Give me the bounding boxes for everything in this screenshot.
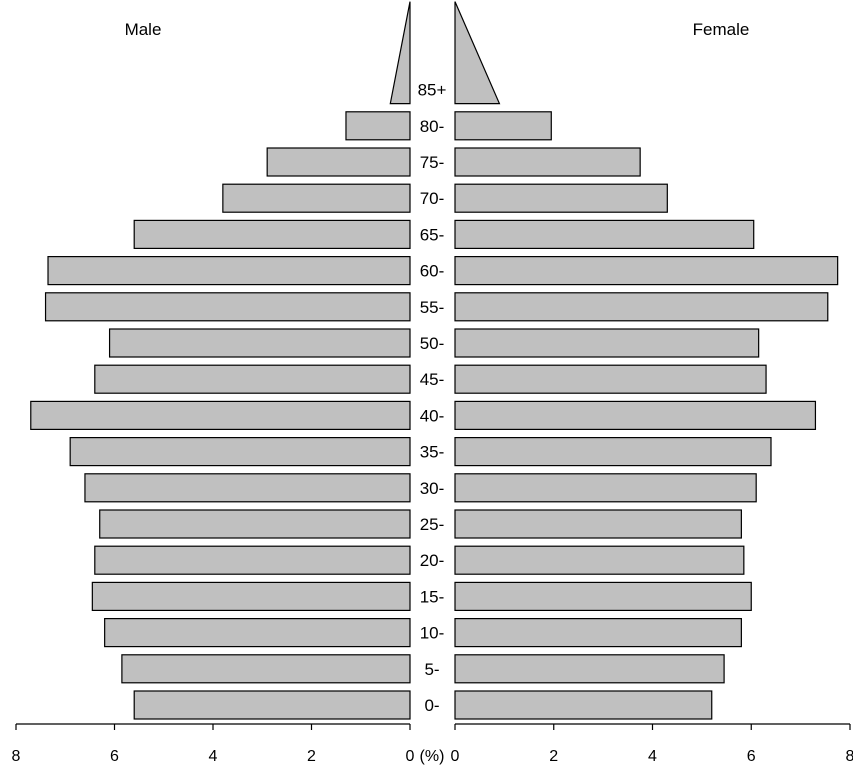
bar-male-50- xyxy=(108,328,411,358)
bar-male-30- xyxy=(84,473,411,503)
bar-male-70- xyxy=(222,183,411,213)
tick-label-female-4: 4 xyxy=(648,748,657,765)
x-axis-unit-label: (%) xyxy=(420,748,445,765)
bar-female-85+ xyxy=(454,1,501,105)
tick-label-female-0: 0 xyxy=(451,748,460,765)
female-x-axis: 0 2 4 6 8 xyxy=(451,723,853,765)
bar-male-0- xyxy=(133,690,411,720)
tick-label-female-8: 8 xyxy=(846,748,853,765)
bar-male-5- xyxy=(121,654,411,684)
age-label-70-: 70- xyxy=(420,189,445,208)
age-label-15-: 15- xyxy=(420,587,445,606)
age-label-45-: 45- xyxy=(420,370,445,389)
bar-male-65- xyxy=(133,219,411,249)
age-label-50-: 50- xyxy=(420,334,445,353)
bar-female-45- xyxy=(454,364,767,394)
bar-male-40- xyxy=(30,400,411,430)
bar-male-85+ xyxy=(389,1,411,105)
age-label-55-: 55- xyxy=(420,298,445,317)
age-label-20-: 20- xyxy=(420,551,445,570)
bar-male-25- xyxy=(99,509,411,539)
tick-label-male-4: 4 xyxy=(209,748,218,765)
bar-male-35- xyxy=(69,437,411,467)
female-bars xyxy=(454,1,839,720)
bar-female-75- xyxy=(454,147,641,177)
bar-female-35- xyxy=(454,437,772,467)
age-label-75-: 75- xyxy=(420,153,445,172)
bar-male-55- xyxy=(44,292,411,322)
bar-male-60- xyxy=(47,256,411,286)
age-label-85+: 85+ xyxy=(418,81,447,100)
bar-male-20- xyxy=(94,545,411,575)
age-label-60-: 60- xyxy=(420,262,445,281)
tick-label-male-0: 0 xyxy=(406,748,415,765)
bar-female-0- xyxy=(454,690,713,720)
bar-female-30- xyxy=(454,473,757,503)
age-label-30-: 30- xyxy=(420,479,445,498)
tick-label-female-6: 6 xyxy=(747,748,756,765)
bar-female-25- xyxy=(454,509,742,539)
bar-female-10- xyxy=(454,617,742,648)
bar-female-70- xyxy=(454,183,668,213)
tick-label-male-8: 8 xyxy=(12,748,21,765)
age-group-labels: 0- 5- 10- 15- 20- 25- 30- 35- 40- 45- 50- 55- 60- 65-… xyxy=(418,81,447,715)
bar-male-15- xyxy=(91,581,411,612)
tick-label-female-2: 2 xyxy=(549,748,558,765)
bar-male-45- xyxy=(94,364,411,394)
age-label-5-: 5- xyxy=(424,660,439,679)
bar-female-80- xyxy=(454,111,552,141)
age-label-80-: 80- xyxy=(420,117,445,136)
bar-female-55- xyxy=(454,292,829,322)
male-bars xyxy=(30,1,411,720)
age-label-25-: 25- xyxy=(420,515,445,534)
bar-female-40- xyxy=(454,400,817,430)
bar-female-65- xyxy=(454,219,755,249)
bar-male-80- xyxy=(345,111,411,141)
age-label-65-: 65- xyxy=(420,225,445,244)
tick-label-male-6: 6 xyxy=(110,748,119,765)
age-label-0-: 0- xyxy=(424,696,439,715)
bar-male-75- xyxy=(266,147,411,177)
bar-female-50- xyxy=(454,328,760,358)
bar-female-15- xyxy=(454,581,752,612)
male-x-axis: 8 6 4 2 0 xyxy=(12,723,415,765)
age-label-10-: 10- xyxy=(420,624,445,643)
age-label-35-: 35- xyxy=(420,443,445,462)
bar-female-20- xyxy=(454,545,745,575)
bar-male-10- xyxy=(104,617,411,648)
tick-label-male-2: 2 xyxy=(307,748,316,765)
bar-female-5- xyxy=(454,654,725,684)
age-label-40-: 40- xyxy=(420,406,445,425)
bar-female-60- xyxy=(454,256,839,286)
female-series-label: Female xyxy=(693,20,750,39)
male-series-label: Male xyxy=(125,20,162,39)
